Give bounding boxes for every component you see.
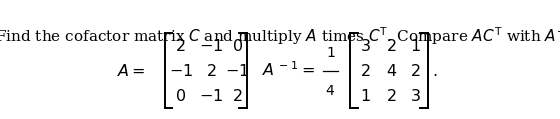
Text: $3$: $3$ bbox=[410, 88, 421, 105]
Text: $2$: $2$ bbox=[386, 88, 396, 105]
Text: $1$: $1$ bbox=[360, 88, 371, 105]
Text: $4$: $4$ bbox=[325, 84, 335, 98]
Text: $1$: $1$ bbox=[325, 46, 335, 60]
Text: $2$: $2$ bbox=[206, 63, 216, 80]
Text: $1$: $1$ bbox=[410, 38, 421, 55]
Text: $-1$: $-1$ bbox=[169, 63, 193, 80]
Text: $2$: $2$ bbox=[360, 63, 370, 80]
Text: $A =$: $A =$ bbox=[117, 63, 146, 80]
Text: $.$: $.$ bbox=[432, 63, 437, 80]
Text: Find the cofactor matrix $C$ and multiply $A$ times $C^\mathrm{T}$. Compare $AC^: Find the cofactor matrix $C$ and multipl… bbox=[0, 25, 560, 47]
Text: $0$: $0$ bbox=[175, 88, 186, 105]
Text: $-1$: $-1$ bbox=[199, 88, 223, 105]
Text: $A^{\,-1} =$: $A^{\,-1} =$ bbox=[262, 62, 315, 80]
Text: $2$: $2$ bbox=[410, 63, 420, 80]
Text: $0$: $0$ bbox=[232, 38, 242, 55]
Text: $2$: $2$ bbox=[386, 38, 396, 55]
Text: $4$: $4$ bbox=[386, 63, 396, 80]
Text: $-1$: $-1$ bbox=[225, 63, 249, 80]
Text: $2$: $2$ bbox=[232, 88, 242, 105]
Text: $2$: $2$ bbox=[175, 38, 186, 55]
Text: $-1$: $-1$ bbox=[199, 38, 223, 55]
Text: $3$: $3$ bbox=[360, 38, 371, 55]
